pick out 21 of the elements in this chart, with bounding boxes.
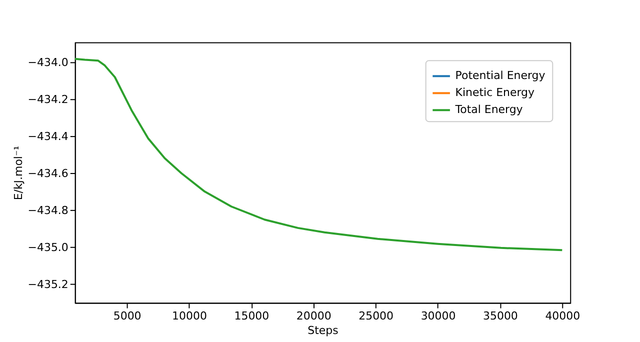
legend-label: Total Energy bbox=[454, 103, 524, 116]
x-tick-label: 5000 bbox=[113, 309, 142, 322]
x-tick-label: 10000 bbox=[172, 309, 207, 322]
y-axis-title: E/kJ.mol⁻¹ bbox=[12, 146, 25, 200]
y-tick-label: −434.6 bbox=[28, 166, 68, 180]
x-tick-label: 40000 bbox=[545, 309, 580, 322]
y-tick-label: −434.4 bbox=[28, 130, 68, 143]
y-tick-label: −435.2 bbox=[28, 278, 68, 291]
legend-label: Kinetic Energy bbox=[455, 86, 536, 100]
x-tick-label: 35000 bbox=[483, 309, 518, 322]
y-tick-label: −435.0 bbox=[28, 240, 68, 254]
y-tick-label: −434.8 bbox=[28, 204, 68, 217]
y-tick-label: −434.2 bbox=[28, 92, 68, 106]
y-tick-label: −434.0 bbox=[28, 56, 68, 70]
x-tick-label: 30000 bbox=[420, 309, 456, 322]
x-tick-label: 25000 bbox=[358, 309, 394, 322]
x-axis-title: Steps bbox=[308, 324, 339, 338]
x-tick-label: 15000 bbox=[234, 309, 270, 322]
x-tick-label: 20000 bbox=[296, 309, 332, 322]
legend-label: Potential Energy bbox=[455, 69, 546, 82]
line-series bbox=[74, 58, 564, 252]
